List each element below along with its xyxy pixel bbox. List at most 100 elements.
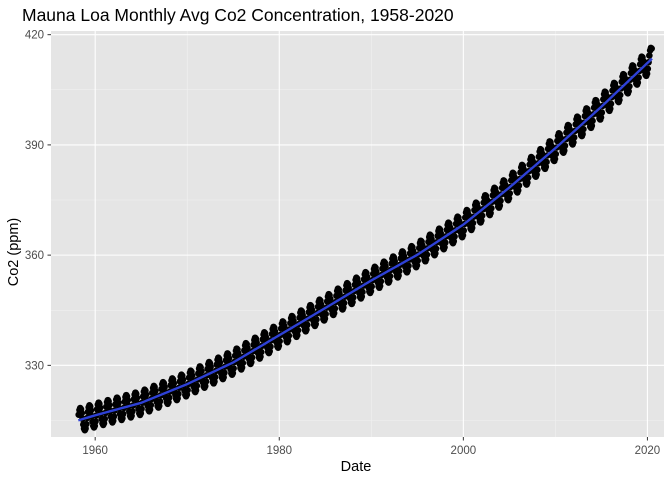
- data-point: [543, 158, 550, 166]
- data-point: [488, 204, 495, 212]
- data-point: [363, 273, 371, 281]
- data-point: [557, 134, 564, 141]
- data-point: [188, 372, 196, 379]
- data-point: [455, 217, 463, 225]
- data-point: [359, 288, 366, 296]
- x-axis-title: Date: [341, 459, 372, 475]
- data-point: [648, 45, 655, 52]
- x-tick-label: 2020: [635, 445, 661, 457]
- data-point: [106, 401, 113, 409]
- chart-title: Mauna Loa Monthly Avg Co2 Concentration,…: [22, 5, 454, 25]
- data-point: [271, 328, 279, 335]
- data-point: [570, 134, 578, 141]
- data-point: [501, 181, 509, 189]
- data-point: [179, 376, 187, 383]
- data-point: [336, 290, 343, 297]
- data-point: [308, 306, 316, 314]
- data-point: [262, 333, 270, 341]
- data-point: [584, 109, 592, 116]
- data-point: [345, 284, 352, 292]
- data-point: [110, 413, 118, 420]
- data-point: [156, 398, 164, 405]
- data-point: [280, 322, 288, 330]
- data-point: [588, 122, 596, 129]
- data-point: [225, 354, 233, 362]
- data-point: [612, 83, 619, 91]
- data-point: [515, 182, 523, 189]
- data-point: [202, 378, 210, 385]
- data-point: [634, 79, 642, 86]
- data-point: [96, 404, 104, 412]
- data-point: [560, 147, 568, 154]
- data-point: [92, 418, 99, 425]
- y-tick-label: 390: [25, 140, 44, 152]
- data-point: [303, 321, 311, 329]
- data-point: [570, 139, 577, 146]
- data-point: [593, 101, 601, 108]
- data-point: [460, 227, 468, 234]
- data-point: [492, 188, 500, 196]
- data-point: [239, 359, 247, 367]
- data-point: [115, 399, 122, 407]
- data-point: [331, 305, 339, 312]
- data-point: [511, 173, 518, 181]
- x-tick-label: 1960: [82, 445, 108, 457]
- data-point: [230, 365, 237, 372]
- data-point: [313, 316, 320, 323]
- data-point: [216, 359, 224, 366]
- data-point: [538, 150, 546, 157]
- data-point: [469, 219, 477, 227]
- y-axis: 330 360 390 420: [25, 30, 51, 372]
- data-point: [382, 263, 389, 270]
- data-point: [386, 272, 394, 280]
- data-point: [616, 91, 624, 99]
- data-point: [165, 394, 173, 401]
- y-axis-title: Co2 (ppm): [6, 218, 22, 287]
- data-point: [446, 223, 454, 231]
- data-point: [478, 212, 486, 219]
- data-point: [396, 267, 403, 275]
- data-point: [372, 268, 380, 275]
- data-point: [340, 299, 348, 307]
- smooth-trend-line: [77, 57, 653, 422]
- data-point: [244, 344, 251, 352]
- x-axis: 1960 1980 2000 2020: [82, 437, 660, 457]
- data-point: [451, 233, 458, 240]
- data-point: [524, 174, 532, 181]
- data-point: [248, 354, 256, 361]
- data-point: [589, 117, 596, 125]
- data-point: [635, 74, 642, 81]
- data-point: [414, 257, 422, 265]
- data-point: [598, 109, 606, 116]
- data-point: [566, 125, 573, 133]
- data-point: [193, 382, 201, 390]
- data-point: [606, 105, 614, 112]
- data-point: [520, 165, 527, 173]
- data-point: [119, 410, 127, 418]
- data-point: [552, 150, 560, 158]
- data-point: [78, 409, 86, 417]
- data-point: [221, 369, 228, 377]
- data-point: [603, 92, 610, 100]
- data-point: [497, 197, 504, 205]
- data-point: [561, 142, 569, 150]
- data-point: [317, 301, 325, 308]
- data-point: [152, 387, 159, 395]
- data-point: [625, 87, 632, 95]
- data-point: [322, 310, 329, 318]
- data-point: [639, 57, 647, 65]
- y-tick-label: 330: [25, 360, 44, 372]
- data-point: [580, 125, 587, 133]
- data-point: [285, 332, 293, 340]
- data-point: [326, 295, 334, 303]
- data-point: [138, 405, 145, 413]
- data-point: [506, 190, 514, 197]
- data-point: [432, 245, 440, 252]
- data-point: [368, 283, 375, 290]
- data-point: [198, 367, 205, 375]
- data-point: [83, 420, 90, 428]
- data-point: [607, 100, 615, 108]
- data-point: [253, 339, 260, 346]
- data-point: [437, 229, 445, 237]
